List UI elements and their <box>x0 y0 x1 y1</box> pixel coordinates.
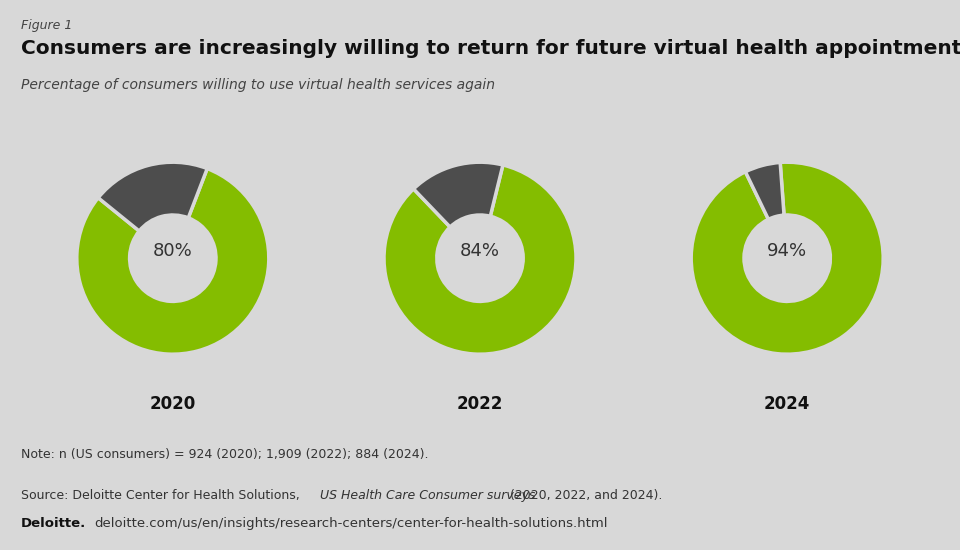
Text: deloitte.com/us/en/insights/research-centers/center-for-health-solutions.html: deloitte.com/us/en/insights/research-cen… <box>94 517 608 530</box>
Text: 2022: 2022 <box>457 395 503 413</box>
Text: Deloitte.: Deloitte. <box>21 517 86 530</box>
Text: 94%: 94% <box>767 241 807 260</box>
Wedge shape <box>384 165 576 354</box>
Text: 80%: 80% <box>153 241 193 260</box>
Wedge shape <box>745 162 784 219</box>
Text: Source: Deloitte Center for Health Solutions,: Source: Deloitte Center for Health Solut… <box>21 490 304 503</box>
Wedge shape <box>691 162 883 354</box>
Text: Consumers are increasingly willing to return for future virtual health appointme: Consumers are increasingly willing to re… <box>21 39 960 58</box>
Text: US Health Care Consumer surveys: US Health Care Consumer surveys <box>320 490 536 503</box>
Text: 2024: 2024 <box>764 395 810 413</box>
Text: (2020, 2022, and 2024).: (2020, 2022, and 2024). <box>506 490 661 503</box>
Text: Figure 1: Figure 1 <box>21 19 73 32</box>
Wedge shape <box>77 169 269 354</box>
Text: Percentage of consumers willing to use virtual health services again: Percentage of consumers willing to use v… <box>21 78 495 92</box>
Wedge shape <box>98 162 207 231</box>
Text: Note: n (US consumers) = 924 (2020); 1,909 (2022); 884 (2024).: Note: n (US consumers) = 924 (2020); 1,9… <box>21 448 428 461</box>
Text: 84%: 84% <box>460 241 500 260</box>
Text: 2020: 2020 <box>150 395 196 413</box>
Wedge shape <box>414 162 503 227</box>
